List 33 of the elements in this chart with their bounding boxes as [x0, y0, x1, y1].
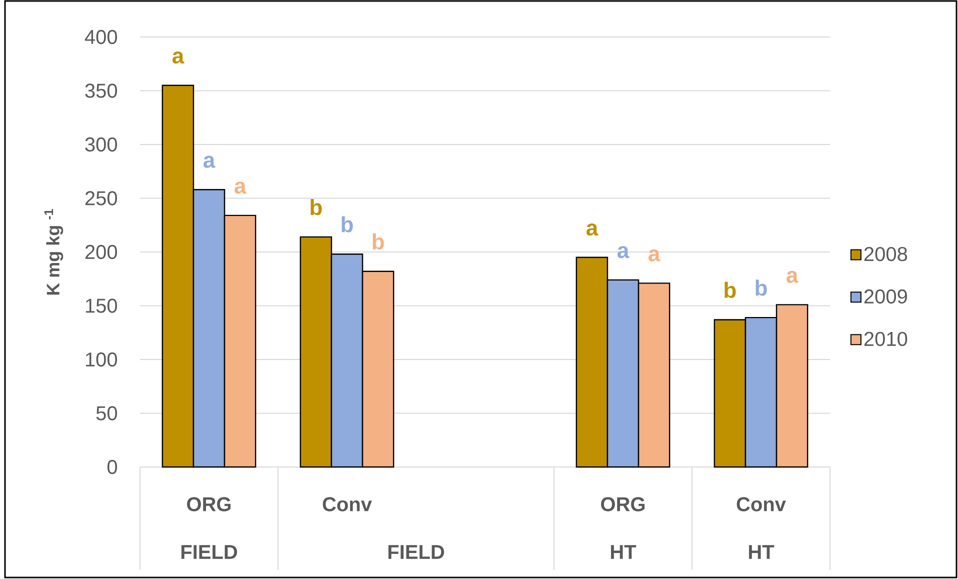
y-tick-label: 250 [85, 191, 118, 206]
text: HT [749, 545, 774, 559]
data-label: a [648, 249, 660, 262]
data-label: a [172, 52, 184, 64]
text: HT [611, 545, 636, 559]
legend-label: 2008 [864, 246, 908, 262]
data-label: b [372, 233, 384, 250]
y-tick-label: 0 [107, 460, 118, 474]
y-tick-label: 150 [86, 298, 118, 313]
data-label: b [310, 199, 322, 216]
y-tick-label: 400 [84, 30, 118, 44]
x-tick-label: Conv [322, 497, 372, 512]
data-label: a [204, 156, 216, 168]
y-tick-label: 350 [85, 84, 118, 98]
data-label: b [756, 280, 767, 296]
y-tick-label: 50 [96, 406, 118, 420]
x-tick-label: ORG [187, 497, 231, 512]
data-label: b [724, 282, 736, 298]
text: FIELD [181, 545, 238, 559]
data-label: a [234, 182, 246, 194]
data-label: a [618, 246, 630, 258]
legend-label: 2009 [864, 289, 907, 304]
x-tick-label: ORG [601, 497, 645, 512]
data-label: a [586, 224, 598, 236]
y-tick-label: 200 [85, 244, 118, 260]
x-tick-label: Conv [736, 497, 786, 512]
legend-label: 2010 [864, 332, 908, 346]
data-label: b [342, 216, 353, 232]
y-axis-title: K mg kg $^{-1}$ [44, 208, 64, 295]
y-tick-label: 100 [86, 352, 118, 367]
text: FIELD [388, 545, 444, 559]
data-label: a [786, 270, 798, 283]
y-tick-label: 300 [85, 137, 118, 152]
